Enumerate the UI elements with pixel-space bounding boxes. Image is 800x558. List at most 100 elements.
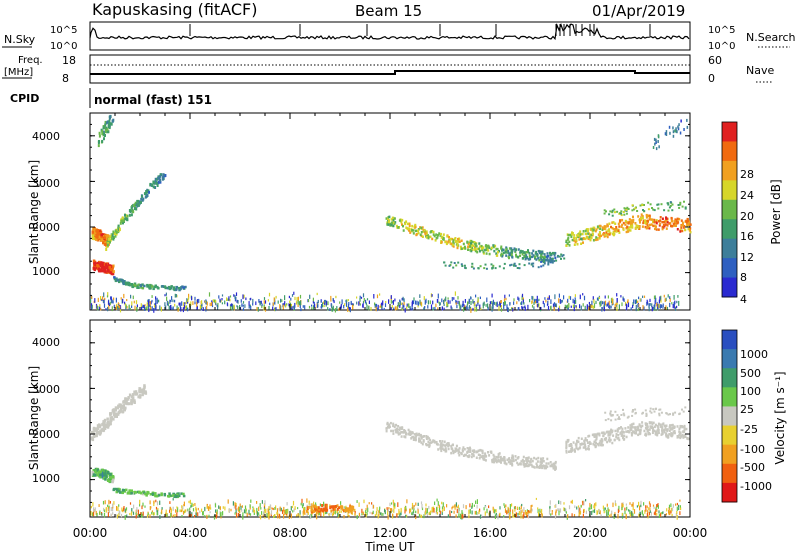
- power-near-range-cell: [91, 304, 93, 309]
- power-near-range-cell: [420, 301, 422, 306]
- velocity-near-range-cell: [438, 504, 440, 509]
- power-cell: [103, 264, 106, 268]
- velocity-near-range-cell: [92, 511, 95, 516]
- velocity-cell: [549, 464, 552, 467]
- power-cell: [408, 227, 411, 230]
- velocity-near-range-cell: [632, 513, 634, 516]
- power-near-range-cell: [356, 296, 358, 299]
- power-near-range-cell: [394, 298, 396, 302]
- velocity-cell: [487, 451, 489, 454]
- power-cell: [92, 259, 96, 263]
- power-near-range-cell: [103, 303, 106, 308]
- power-cell: [440, 241, 443, 244]
- power-near-range-cell: [393, 307, 395, 310]
- power-cell: [500, 252, 503, 255]
- power-near-range-cell: [229, 298, 231, 302]
- velocity-cell: [537, 456, 540, 460]
- power-cell: [676, 228, 679, 231]
- velocity-cell: [618, 416, 620, 419]
- power-near-range-cell: [144, 304, 146, 307]
- velocity-cell: [130, 489, 133, 493]
- power-cell: [649, 203, 652, 206]
- power-cell: [136, 286, 139, 289]
- velocity-cell: [329, 506, 332, 510]
- velocity-cell: [92, 473, 96, 477]
- velocity-near-range-cell: [95, 510, 97, 515]
- velocity-cell: [303, 510, 306, 514]
- power-near-range-cell: [463, 307, 465, 311]
- power-cell: [664, 132, 667, 136]
- power-cell: [626, 225, 629, 229]
- power-cell: [624, 219, 627, 223]
- power-near-range-cell: [491, 303, 494, 307]
- velocity-near-range-cell: [436, 498, 438, 502]
- power-near-range-cell: [654, 307, 656, 311]
- velocity-colorbar-segment: [722, 349, 737, 369]
- velocity-cell: [100, 428, 103, 432]
- power-near-range-cell: [327, 307, 329, 311]
- power-cell: [630, 224, 633, 228]
- power-near-range-cell: [158, 299, 160, 303]
- power-near-range-cell: [409, 306, 411, 310]
- velocity-near-range-cell: [417, 507, 419, 510]
- velocity-cell: [99, 470, 102, 474]
- power-cell: [540, 252, 543, 256]
- velocity-near-range-cell: [336, 510, 338, 513]
- velocity-near-range-cell: [495, 513, 497, 516]
- power-cell: [531, 252, 534, 255]
- velocity-cell: [411, 431, 414, 434]
- velocity-near-range-cell: [183, 510, 185, 514]
- power-cell: [119, 278, 122, 282]
- velocity-cbar-tick-500: 500: [740, 367, 761, 380]
- power-cell: [641, 215, 644, 218]
- velocity-near-range-cell: [498, 513, 501, 517]
- velocity-cell: [570, 448, 573, 452]
- power-near-range-cell: [146, 306, 148, 311]
- velocity-near-range-cell: [368, 502, 370, 505]
- power-cell: [95, 237, 98, 241]
- velocity-cell: [138, 395, 142, 399]
- velocity-cell: [648, 432, 651, 436]
- power-cell: [673, 220, 676, 223]
- velocity-cell: [497, 453, 500, 456]
- velocity-cell: [119, 403, 122, 407]
- velocity-cell: [616, 430, 619, 433]
- power-cell: [634, 226, 637, 230]
- velocity-near-range-cell: [423, 514, 425, 519]
- power-near-range-cell: [128, 304, 130, 309]
- power-near-range-cell: [538, 298, 540, 301]
- velocity-near-range-cell: [658, 510, 660, 514]
- velocity-cell: [637, 428, 640, 431]
- power-near-range-cell: [499, 301, 501, 304]
- velocity-near-range-cell: [531, 508, 533, 512]
- velocity-cell: [93, 434, 97, 437]
- power-near-range-cell: [180, 307, 182, 312]
- velocity-cell: [541, 466, 544, 470]
- velocity-cell: [436, 443, 439, 446]
- velocity-near-range-cell: [605, 509, 607, 513]
- power-cell: [415, 229, 417, 233]
- power-near-range-cell: [483, 301, 485, 306]
- power-cell: [514, 264, 517, 267]
- power-near-range-cell: [118, 304, 120, 308]
- velocity-near-range-cell: [461, 510, 463, 515]
- velocity-near-range-cell: [181, 505, 183, 509]
- velocity-cell: [443, 440, 446, 443]
- velocity-near-range-cell: [583, 508, 585, 513]
- power-near-range-cell: [523, 302, 525, 305]
- velocity-near-range-cell: [391, 502, 393, 505]
- velocity-near-range-cell: [411, 502, 414, 507]
- power-cell: [675, 224, 677, 227]
- velocity-cell: [430, 441, 433, 444]
- power-cell: [627, 222, 630, 225]
- velocity-near-range-cell: [629, 512, 631, 518]
- power-near-range-cell: [537, 300, 539, 304]
- velocity-cell: [645, 412, 648, 415]
- velocity-near-range-cell: [462, 514, 464, 519]
- velocity-cell: [683, 434, 686, 437]
- power-near-range-cell: [291, 306, 293, 310]
- velocity-near-range-cell: [679, 499, 681, 502]
- velocity-near-range-cell: [253, 509, 256, 514]
- velocity-near-range-cell: [256, 507, 258, 513]
- velocity-near-range-cell: [292, 500, 295, 506]
